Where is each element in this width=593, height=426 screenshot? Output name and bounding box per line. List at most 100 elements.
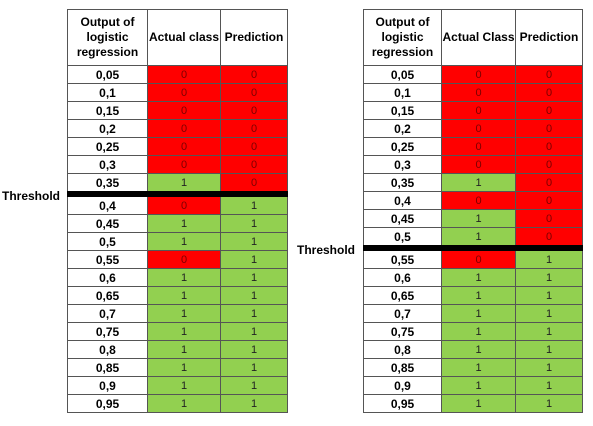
actual-class-cell: 0: [441, 65, 516, 84]
table-row: 0,7 1 1: [363, 304, 583, 323]
header-output: Output of logistic regression: [363, 9, 442, 66]
header-row: Output of logistic regression Actual Cla…: [363, 9, 583, 66]
output-cell: 0,85: [363, 358, 442, 377]
actual-class-cell: 1: [441, 268, 516, 287]
output-cell: 0,15: [363, 101, 442, 120]
prediction-cell: 1: [220, 268, 288, 287]
table-row: 0,6 1 1: [363, 268, 583, 287]
table-row: 0,55 0 1: [363, 247, 583, 269]
prediction-cell: 0: [220, 83, 288, 102]
actual-class-cell: 1: [441, 286, 516, 305]
table-row: 0,4 0 1: [67, 193, 288, 215]
actual-class-cell: 0: [147, 193, 221, 215]
actual-class-cell: 0: [441, 83, 516, 102]
prediction-cell: 0: [515, 209, 583, 228]
actual-class-cell: 1: [147, 322, 221, 341]
output-cell: 0,4: [67, 193, 148, 215]
output-cell: 0,75: [363, 322, 442, 341]
header-prediction: Prediction: [220, 9, 288, 66]
table-row: 0,65 1 1: [363, 286, 583, 305]
table-row: 0,4 0 0: [363, 191, 583, 210]
actual-class-cell: 1: [441, 394, 516, 413]
table-row: 0,2 0 0: [363, 119, 583, 138]
output-cell: 0,05: [363, 65, 442, 84]
prediction-cell: 1: [220, 394, 288, 413]
table-row: 0,3 0 0: [67, 155, 288, 174]
output-cell: 0,2: [67, 119, 148, 138]
output-cell: 0,85: [67, 358, 148, 377]
prediction-cell: 1: [220, 340, 288, 359]
output-cell: 0,7: [67, 304, 148, 323]
table-row: 0,15 0 0: [67, 101, 288, 120]
output-cell: 0,75: [67, 322, 148, 341]
table-row: 0,05 0 0: [67, 65, 288, 84]
actual-class-cell: 0: [147, 137, 221, 156]
actual-class-cell: 0: [147, 119, 221, 138]
output-cell: 0,65: [67, 286, 148, 305]
prediction-cell: 0: [515, 65, 583, 84]
actual-class-cell: 0: [147, 155, 221, 174]
output-cell: 0,1: [67, 83, 148, 102]
prediction-cell: 1: [515, 322, 583, 341]
header-row: Output of logistic regression Actual cla…: [67, 9, 288, 66]
output-cell: 0,4: [363, 191, 442, 210]
header-output: Output of logistic regression: [67, 9, 148, 66]
prediction-cell: 1: [220, 214, 288, 233]
output-cell: 0,2: [363, 119, 442, 138]
actual-class-cell: 0: [441, 137, 516, 156]
prediction-cell: 1: [220, 304, 288, 323]
output-cell: 0,8: [67, 340, 148, 359]
actual-class-cell: 1: [147, 304, 221, 323]
table-row: 0,55 0 1: [67, 250, 288, 269]
prediction-cell: 0: [220, 65, 288, 84]
table-row: 0,05 0 0: [363, 65, 583, 84]
actual-class-cell: 1: [147, 232, 221, 251]
prediction-cell: 1: [515, 340, 583, 359]
prediction-cell: 1: [220, 250, 288, 269]
table-row: 0,5 1 1: [67, 232, 288, 251]
output-cell: 0,25: [363, 137, 442, 156]
prediction-cell: 0: [220, 137, 288, 156]
table-row: 0,45 1 0: [363, 209, 583, 228]
prediction-cell: 0: [220, 155, 288, 174]
prediction-cell: 0: [515, 191, 583, 210]
actual-class-cell: 1: [147, 173, 221, 197]
table-row: 0,8 1 1: [67, 340, 288, 359]
prediction-cell: 0: [515, 83, 583, 102]
actual-class-cell: 0: [441, 101, 516, 120]
prediction-cell: 1: [220, 193, 288, 215]
actual-class-cell: 1: [147, 286, 221, 305]
actual-class-cell: 1: [441, 358, 516, 377]
table-body-left: 0,05 0 0 0,1 0 0 0,15 0 0 0,2 0 0 0,25 0 0 0,3 0 0 0,35 1 0 0…: [67, 65, 288, 413]
prediction-cell: 1: [515, 394, 583, 413]
output-cell: 0,15: [67, 101, 148, 120]
output-cell: 0,5: [363, 227, 442, 251]
table-row: 0,75 1 1: [363, 322, 583, 341]
actual-class-cell: 1: [441, 227, 516, 251]
actual-class-cell: 1: [147, 358, 221, 377]
actual-class-cell: 1: [147, 340, 221, 359]
table-row: 0,8 1 1: [363, 340, 583, 359]
prediction-cell: 0: [515, 119, 583, 138]
actual-class-cell: 1: [147, 394, 221, 413]
output-cell: 0,9: [363, 376, 442, 395]
table-row: 0,95 1 1: [363, 394, 583, 413]
prediction-cell: 0: [515, 137, 583, 156]
actual-class-cell: 0: [441, 119, 516, 138]
output-cell: 0,95: [363, 394, 442, 413]
actual-class-cell: 0: [441, 191, 516, 210]
output-cell: 0,95: [67, 394, 148, 413]
output-cell: 0,9: [67, 376, 148, 395]
table-row: 0,7 1 1: [67, 304, 288, 323]
actual-class-cell: 1: [441, 376, 516, 395]
table-row: 0,35 1 0: [363, 173, 583, 192]
actual-class-cell: 1: [441, 322, 516, 341]
actual-class-cell: 0: [147, 83, 221, 102]
prediction-cell: 1: [515, 286, 583, 305]
output-cell: 0,1: [363, 83, 442, 102]
table-row: 0,6 1 1: [67, 268, 288, 287]
prediction-cell: 1: [515, 247, 583, 269]
output-cell: 0,3: [363, 155, 442, 174]
table-row: 0,35 1 0: [67, 173, 288, 197]
prediction-cell: 0: [515, 101, 583, 120]
